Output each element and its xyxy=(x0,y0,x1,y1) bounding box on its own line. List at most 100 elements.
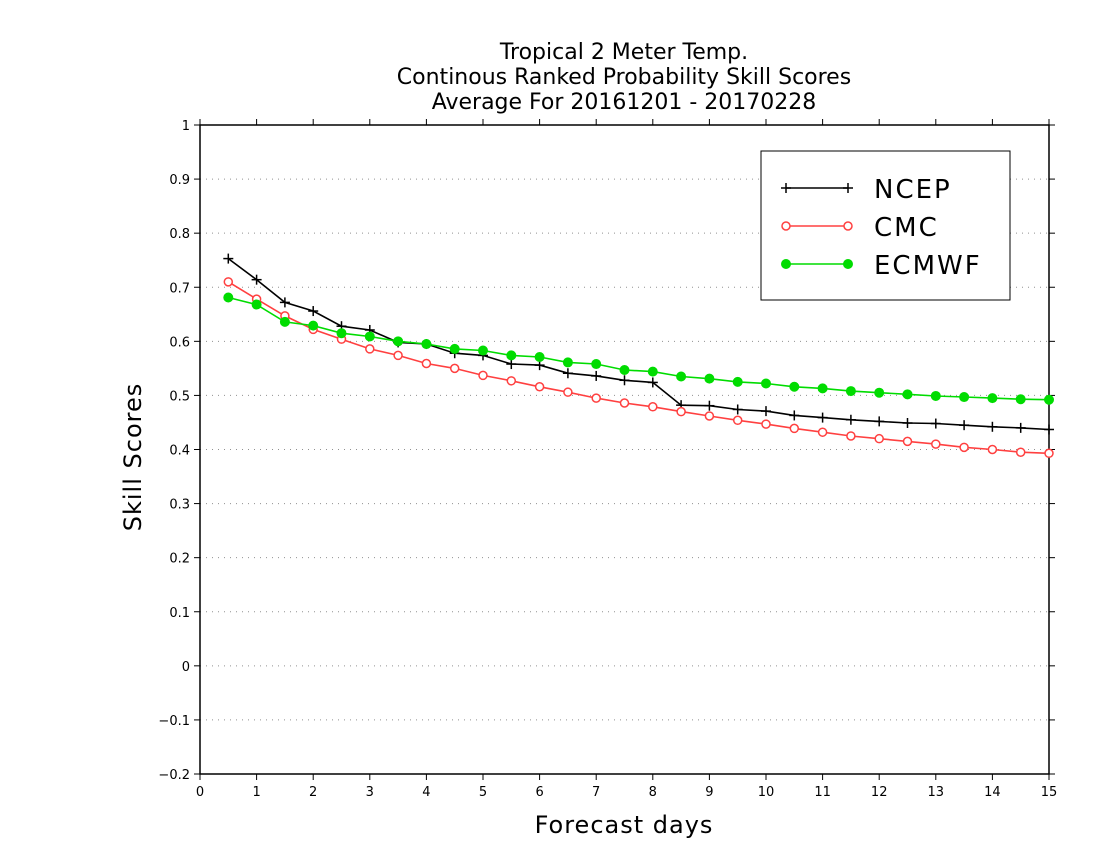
x-tick-label: 3 xyxy=(366,785,374,800)
data-point-ecmwf xyxy=(1044,394,1054,405)
x-tick-label: 2 xyxy=(309,785,317,800)
data-point-ecmwf xyxy=(393,336,404,347)
data-point-cmc xyxy=(449,363,460,374)
x-tick-label: 11 xyxy=(814,785,831,800)
data-point-cmc xyxy=(648,402,658,412)
data-point-ecmwf xyxy=(223,292,234,303)
data-point-cmc xyxy=(846,431,856,441)
data-point-ecmwf xyxy=(364,331,375,342)
data-point-ncep xyxy=(251,274,262,285)
data-point-ncep xyxy=(817,412,828,423)
legend-label-ncep: NCEP xyxy=(874,175,952,205)
y-tick-label: 1 xyxy=(182,119,190,134)
legend-item-ncep: NCEP xyxy=(781,175,952,205)
data-point-ncep xyxy=(845,414,856,425)
y-tick-label: 0.3 xyxy=(169,498,190,513)
y-tick-label: 0 xyxy=(182,660,190,675)
data-point-ecmwf xyxy=(421,339,432,350)
data-point-ecmwf xyxy=(478,345,488,356)
y-tick-label: 0.4 xyxy=(169,444,190,459)
data-point-cmc xyxy=(1044,448,1054,459)
series-ncep xyxy=(223,253,1054,435)
y-tick-label: 0.2 xyxy=(169,552,190,567)
y-tick-label: 0.1 xyxy=(169,606,190,621)
data-point-ncep xyxy=(279,297,290,308)
data-point-ncep xyxy=(761,406,771,417)
data-point-ecmwf xyxy=(704,373,715,384)
x-tick-label: 15 xyxy=(1041,785,1058,800)
legend-label-cmc: CMC xyxy=(874,213,939,243)
x-tick-label: 12 xyxy=(871,785,888,800)
data-point-cmc xyxy=(1015,447,1026,457)
legend: NCEP CMC ECMWF xyxy=(760,150,1011,301)
series-line-cmc xyxy=(227,281,1050,455)
series-lines xyxy=(223,253,1054,459)
data-point-ncep xyxy=(647,377,658,388)
data-point-cmc xyxy=(563,387,573,397)
data-point-ecmwf xyxy=(817,383,828,394)
data-point-cmc xyxy=(393,350,403,361)
x-tick-label: 14 xyxy=(984,785,1001,800)
data-point-ecmwf xyxy=(902,389,913,400)
data-point-cmc xyxy=(874,433,884,444)
x-tick-label: 6 xyxy=(535,785,543,800)
data-point-ncep xyxy=(902,417,913,428)
series-ecmwf xyxy=(223,292,1054,405)
data-point-cmc xyxy=(421,358,432,369)
data-point-cmc xyxy=(619,398,630,408)
data-point-cmc xyxy=(676,406,686,417)
data-point-cmc xyxy=(931,439,941,449)
chart-title-line-1: Tropical 2 Meter Temp. xyxy=(499,40,748,65)
data-point-cmc xyxy=(478,370,488,381)
data-point-ecmwf xyxy=(591,359,602,370)
data-point-ncep xyxy=(223,253,234,264)
y-tick-label: 0.8 xyxy=(169,227,190,242)
y-tick-label: −0.1 xyxy=(158,714,190,729)
data-point-ncep xyxy=(562,368,573,379)
x-tick-label: 13 xyxy=(928,785,945,800)
x-tick-label: 8 xyxy=(649,785,657,800)
data-point-ecmwf xyxy=(506,350,517,361)
data-point-ecmwf xyxy=(676,371,687,382)
data-point-ecmwf xyxy=(647,366,658,377)
data-point-cmc xyxy=(987,444,998,455)
series-line-ecmwf xyxy=(228,296,1050,401)
data-point-cmc xyxy=(959,442,969,453)
x-tick-label: 1 xyxy=(252,785,260,800)
data-point-ncep xyxy=(308,306,319,317)
data-point-ncep xyxy=(732,404,743,415)
data-point-ecmwf xyxy=(449,343,460,354)
data-point-ecmwf xyxy=(987,393,998,404)
data-point-ecmwf xyxy=(336,328,347,339)
data-point-cmc xyxy=(704,411,715,421)
chart-title-line-2: Continous Ranked Probability Skill Score… xyxy=(397,65,851,90)
data-point-ncep xyxy=(704,400,715,411)
data-point-ncep xyxy=(591,370,602,381)
data-point-cmc xyxy=(902,436,913,447)
y-axis-title: Skill Scores xyxy=(119,383,147,532)
data-point-ecmwf xyxy=(1015,394,1026,405)
data-point-ncep xyxy=(987,421,998,432)
data-point-ncep xyxy=(506,359,517,370)
x-tick-label: 10 xyxy=(758,785,775,800)
data-point-ecmwf xyxy=(619,364,630,375)
legend-marker-ncep xyxy=(843,183,853,193)
data-point-ecmwf xyxy=(732,376,743,387)
data-point-ecmwf xyxy=(308,320,319,331)
data-point-ecmwf xyxy=(959,392,970,403)
data-point-ncep xyxy=(959,420,970,431)
data-point-cmc xyxy=(534,382,545,392)
data-point-cmc xyxy=(506,376,517,386)
chart-title-line-3: Average For 20161201 - 20170228 xyxy=(432,90,817,115)
data-point-ncep xyxy=(874,416,885,427)
chart-title: Tropical 2 Meter Temp. Continous Ranked … xyxy=(397,40,851,115)
y-tick-label: 0.6 xyxy=(169,335,190,350)
data-point-ncep xyxy=(1044,424,1054,435)
data-point-ecmwf xyxy=(930,390,941,401)
series-cmc xyxy=(223,277,1054,459)
data-point-cmc xyxy=(789,423,800,434)
x-tick-label: 0 xyxy=(196,785,204,800)
data-point-ecmwf xyxy=(761,378,771,389)
